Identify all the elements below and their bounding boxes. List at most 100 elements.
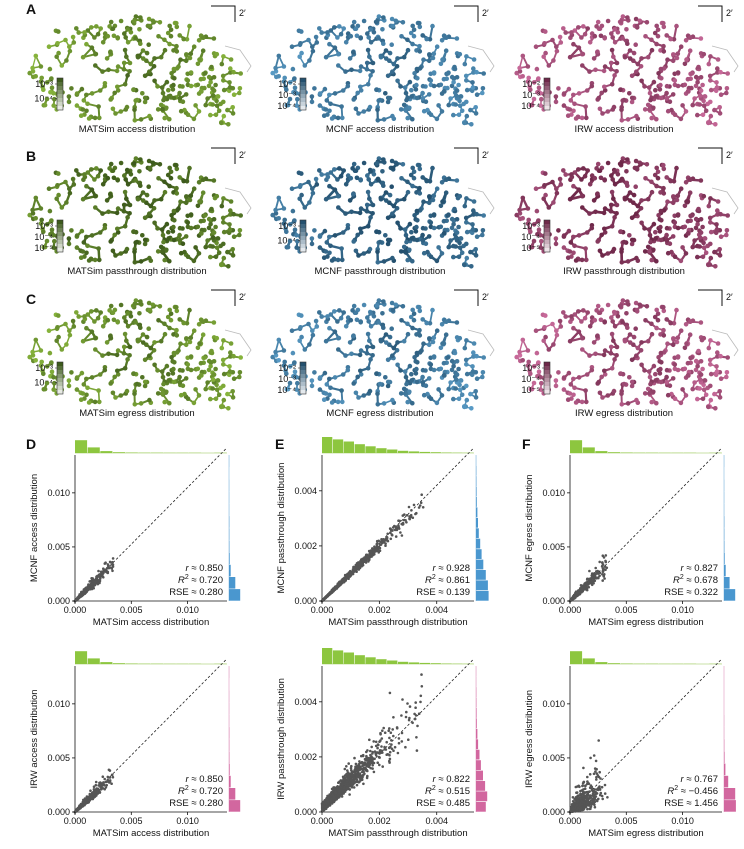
station-node <box>177 90 182 96</box>
station-node <box>100 324 106 329</box>
station-node <box>125 311 130 316</box>
station-node <box>448 238 453 243</box>
station-node <box>108 192 113 197</box>
station-node <box>127 353 132 358</box>
scale-bar-label: 2′ <box>239 150 246 160</box>
station-node <box>171 66 177 72</box>
station-node <box>108 239 113 244</box>
station-node <box>367 196 372 201</box>
station-node <box>59 205 65 210</box>
station-node <box>131 87 136 93</box>
station-node <box>216 250 222 256</box>
station-node <box>585 26 590 31</box>
station-node <box>649 37 654 43</box>
station-node <box>309 241 315 247</box>
station-node <box>298 183 303 188</box>
station-node <box>480 228 486 233</box>
station-node <box>185 254 191 259</box>
station-node <box>534 208 540 214</box>
station-node <box>708 113 714 119</box>
station-node <box>381 15 386 20</box>
station-node <box>169 213 174 218</box>
station-node <box>185 112 191 117</box>
station-node <box>323 54 329 60</box>
station-node <box>281 206 287 211</box>
station-node <box>225 391 230 397</box>
station-node <box>337 24 342 29</box>
station-node <box>661 43 666 49</box>
station-node <box>56 171 61 176</box>
station-node <box>580 205 585 210</box>
station-node <box>426 200 432 206</box>
station-node <box>177 374 182 380</box>
station-node <box>685 230 691 236</box>
station-node <box>591 56 597 61</box>
station-node <box>601 68 607 74</box>
station-node <box>211 230 217 235</box>
station-node <box>648 239 653 245</box>
station-node <box>351 192 356 197</box>
station-node <box>135 54 141 60</box>
legend-swatch <box>544 78 550 83</box>
station-node <box>338 173 344 179</box>
station-node <box>196 251 202 256</box>
station-node <box>439 251 445 256</box>
station-node <box>216 392 222 398</box>
station-node <box>317 103 323 108</box>
station-node <box>162 115 167 121</box>
station-node <box>634 113 639 119</box>
station-node <box>230 105 235 110</box>
legend-swatch <box>57 82 63 87</box>
station-node <box>602 178 607 183</box>
station-node <box>273 65 278 71</box>
station-node <box>237 232 242 238</box>
station-node <box>470 222 475 227</box>
station-node <box>298 41 303 46</box>
station-node <box>561 233 567 238</box>
station-node <box>197 341 202 346</box>
station-node <box>191 328 197 333</box>
station-node <box>171 350 177 356</box>
station-node <box>95 173 101 179</box>
station-node <box>147 397 152 403</box>
legend-tick-label: 10⁻⁴ <box>34 93 53 103</box>
station-node <box>695 112 700 118</box>
station-node <box>92 399 98 405</box>
station-node <box>78 397 84 402</box>
station-node <box>202 355 208 360</box>
station-node <box>414 208 420 214</box>
station-node <box>684 199 689 204</box>
station-node <box>213 254 219 260</box>
legend-swatch <box>300 248 306 253</box>
station-node <box>697 235 703 240</box>
station-node <box>611 246 617 252</box>
station-node <box>464 229 470 235</box>
station-node <box>678 186 684 191</box>
station-node <box>231 234 237 239</box>
station-node <box>449 74 455 80</box>
station-node <box>370 60 376 66</box>
station-node <box>644 162 650 167</box>
legend-swatch <box>57 374 63 379</box>
station-node <box>403 248 408 254</box>
legend-swatch <box>57 90 63 95</box>
station-node <box>86 116 92 121</box>
station-node <box>299 171 304 176</box>
station-node <box>637 160 643 166</box>
station-node <box>566 86 572 92</box>
station-node <box>385 99 391 105</box>
station-node <box>47 208 53 214</box>
station-node <box>471 208 476 213</box>
station-node <box>428 254 434 259</box>
station-node <box>184 194 189 199</box>
station-node <box>327 183 332 189</box>
station-node <box>230 111 236 116</box>
station-node <box>195 345 201 351</box>
station-node <box>214 193 220 199</box>
station-node <box>454 36 460 41</box>
station-node <box>93 205 98 210</box>
station-node <box>340 230 346 235</box>
station-node <box>196 322 202 327</box>
station-node <box>664 232 669 238</box>
station-node <box>276 195 282 201</box>
